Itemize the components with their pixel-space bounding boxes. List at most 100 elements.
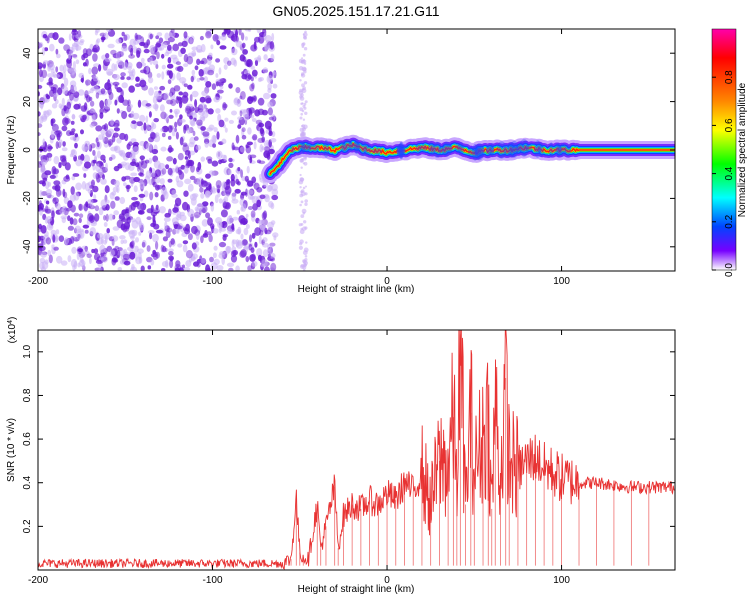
noise-point [264, 46, 269, 53]
noise-point [51, 123, 59, 132]
noise-point [189, 115, 193, 120]
noise-point [153, 86, 159, 90]
noise-point [245, 145, 252, 154]
noise-point [194, 214, 200, 219]
noise-point [139, 155, 145, 160]
noise-point [92, 53, 98, 62]
noise-point [233, 59, 238, 67]
noise-point [83, 154, 91, 163]
noise-point [221, 138, 227, 145]
noise-point [110, 200, 116, 209]
noise-point [129, 104, 133, 108]
noise-point [103, 232, 111, 240]
noise-point [81, 262, 85, 269]
noise-point [184, 156, 189, 160]
colorbar: 0.0 0.2 0.4 0.6 0.8 Normalized spectral ampl… [711, 28, 748, 277]
noise-point [95, 259, 103, 264]
noise-point [153, 118, 159, 123]
noise-point [138, 231, 142, 236]
noise-point [214, 194, 219, 204]
noise-point [241, 134, 247, 140]
noise-point [244, 175, 249, 182]
noise-point [187, 159, 195, 167]
noise-point [53, 180, 61, 186]
noise-point [304, 30, 307, 34]
noise-point [248, 107, 255, 114]
noise-point [160, 244, 165, 253]
noise-point [74, 142, 78, 149]
noise-point [45, 180, 50, 190]
noise-point [300, 112, 304, 116]
noise-point [190, 75, 194, 83]
noise-point [136, 248, 144, 254]
noise-point [46, 152, 53, 159]
noise-point [156, 32, 163, 37]
bottom-y-tick-label: 0.4 [22, 475, 33, 489]
noise-point [112, 235, 119, 242]
noise-point [135, 83, 141, 88]
noise-point [73, 260, 78, 270]
noise-point [135, 252, 138, 261]
noise-point [267, 244, 271, 252]
noise-point [88, 96, 93, 102]
noise-point [136, 50, 141, 58]
noise-point [303, 62, 307, 65]
noise-point [302, 250, 308, 256]
noise-point [92, 185, 99, 193]
noise-point [112, 226, 120, 231]
noise-point [53, 197, 57, 202]
noise-point [196, 203, 204, 211]
noise-point [171, 127, 176, 137]
noise-point [226, 262, 235, 267]
noise-point [131, 196, 138, 201]
noise-point [121, 82, 128, 89]
noise-point [171, 217, 179, 225]
noise-point [66, 101, 72, 110]
noise-point [73, 40, 80, 48]
noise-point [302, 118, 306, 121]
bottom-y-axis-label: SNR (10 * v/v) [6, 418, 17, 482]
noise-point [134, 200, 140, 205]
noise-point [84, 245, 88, 252]
noise-point [59, 209, 66, 215]
noise-point [175, 260, 181, 268]
noise-point [149, 232, 153, 240]
noise-point [71, 54, 78, 58]
noise-point [153, 223, 160, 230]
noise-point [101, 124, 107, 130]
noise-point [210, 203, 215, 212]
noise-point [217, 221, 222, 228]
noise-point [177, 169, 183, 175]
noise-point [122, 239, 128, 244]
noise-point [44, 170, 52, 176]
track-blob [341, 139, 354, 154]
noise-point [131, 120, 137, 125]
noise-point [111, 238, 115, 246]
noise-point [181, 40, 188, 48]
track-blob [355, 143, 360, 151]
noise-point [167, 167, 173, 176]
noise-point [186, 55, 194, 65]
noise-point [131, 68, 136, 77]
noise-point [38, 223, 42, 230]
noise-point [258, 77, 264, 82]
noise-point [264, 120, 272, 130]
noise-point [92, 159, 97, 164]
noise-point [161, 64, 166, 70]
noise-point [129, 251, 136, 260]
noise-point [161, 168, 167, 175]
noise-point [173, 108, 180, 115]
noise-point [143, 122, 147, 131]
noise-point [240, 249, 247, 258]
noise-point [155, 204, 159, 211]
noise-point [300, 190, 303, 193]
noise-point [262, 67, 269, 74]
noise-point [140, 265, 145, 271]
noise-point [56, 255, 63, 264]
noise-point [86, 143, 91, 151]
track-blob [564, 144, 571, 156]
noise-point [167, 36, 175, 43]
noise-point [78, 203, 82, 211]
noise-point [231, 110, 237, 116]
